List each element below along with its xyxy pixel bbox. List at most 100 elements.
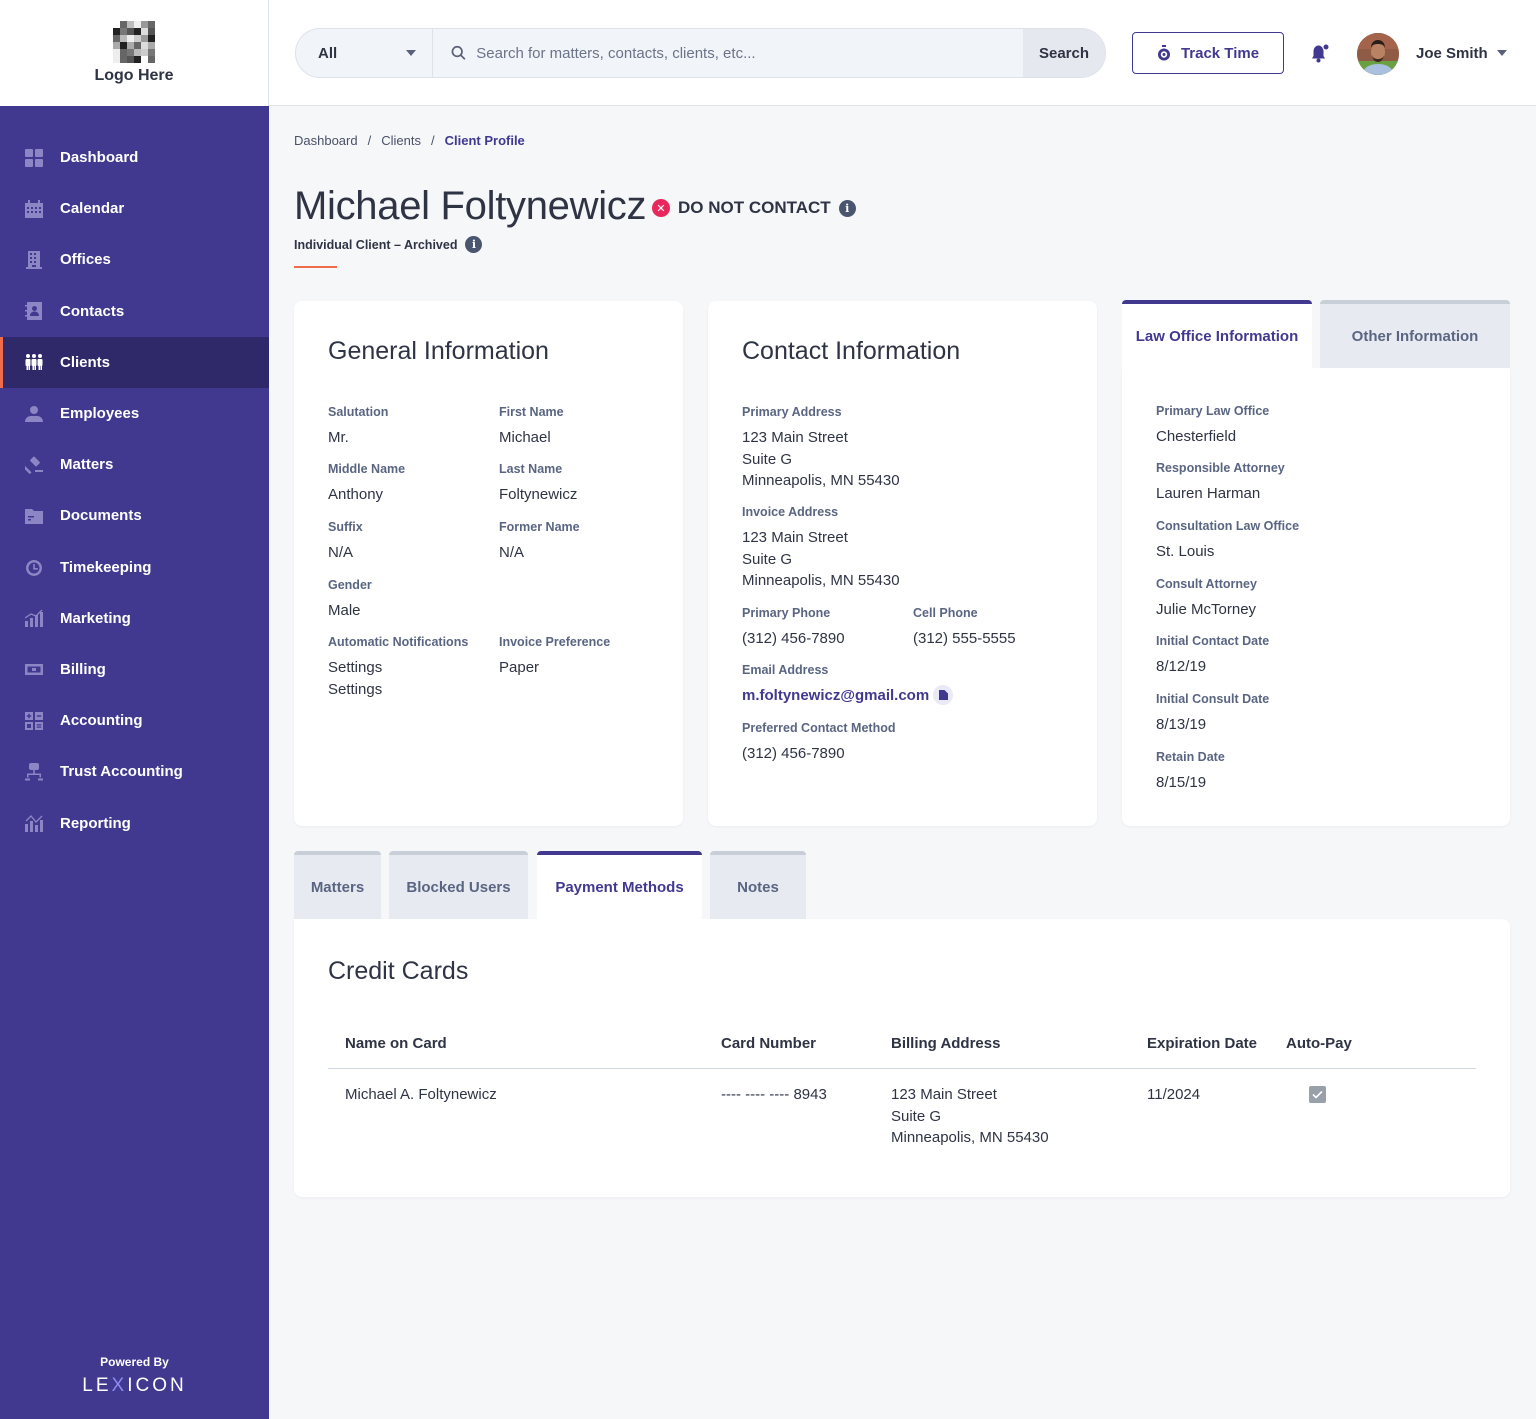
sidebar-item-reporting[interactable]: Reporting — [0, 797, 269, 848]
calculator-icon — [24, 711, 44, 731]
search-input[interactable] — [476, 44, 1023, 62]
tab-other-information[interactable]: Other Information — [1320, 300, 1510, 368]
field-retain-date: Retain Date 8/15/19 — [1156, 750, 1225, 791]
search-button[interactable]: Search — [1023, 29, 1105, 77]
powered-by-label: Powered By — [100, 1355, 169, 1369]
sidebar-item-billing[interactable]: Billing — [0, 644, 269, 695]
field-gender: Gender Male — [328, 578, 372, 619]
close-circle-icon: ✕ — [652, 199, 670, 217]
sidebar-item-label: Timekeeping — [60, 558, 152, 576]
track-time-button[interactable]: Track Time — [1132, 32, 1284, 74]
field-cell-phone: Cell Phone (312) 555-5555 — [913, 606, 1016, 647]
sidebar-item-calendar[interactable]: Calendar — [0, 183, 269, 234]
sidebar-item-marketing[interactable]: Marketing — [0, 593, 269, 644]
bell-icon — [1312, 43, 1330, 63]
field-consultation-law-office: Consultation Law Office St. Louis — [1156, 519, 1300, 560]
sidebar-item-dashboard[interactable]: Dashboard — [0, 132, 269, 183]
logo-text: Logo Here — [94, 67, 174, 84]
report-chart-icon — [24, 813, 44, 833]
sidebar-item-label: Billing — [60, 660, 106, 678]
sidebar-item-label: Contacts — [60, 302, 125, 320]
sidebar-item-contacts[interactable]: Contacts — [0, 286, 269, 337]
column-header-auto-pay[interactable]: Auto-Pay — [1286, 1035, 1352, 1052]
user-menu[interactable]: Joe Smith — [1416, 45, 1488, 62]
lexicon-logo: LEXICON — [82, 1375, 187, 1396]
field-suffix: Suffix N/A — [328, 520, 363, 561]
tab-matters[interactable]: Matters — [294, 851, 381, 919]
field-primary-address: Primary Address 123 Main Street Suite G … — [742, 405, 900, 489]
tab-payment-methods[interactable]: Payment Methods — [537, 851, 702, 919]
sidebar-item-clients[interactable]: Clients — [0, 336, 269, 389]
logo[interactable]: Logo Here — [0, 0, 269, 106]
calendar-icon — [24, 199, 44, 219]
logo-mark-icon — [113, 21, 155, 63]
email-link[interactable]: m.foltynewicz@gmail.com — [742, 687, 930, 704]
search-field — [433, 29, 1023, 77]
cell-expiration-date: 11/2024 — [1147, 1086, 1201, 1103]
card-title: Contact Information — [742, 337, 961, 365]
sidebar-item-trust-accounting[interactable]: Trust Accounting — [0, 746, 269, 797]
column-header-billing-address[interactable]: Billing Address — [891, 1035, 1001, 1052]
avatar[interactable] — [1357, 33, 1399, 75]
field-preferred-contact-method: Preferred Contact Method (312) 456-7890 — [742, 721, 896, 762]
field-former-name: Former Name N/A — [499, 520, 580, 561]
info-icon[interactable]: i — [465, 236, 483, 253]
field-invoice-preference: Invoice Preference Paper — [499, 635, 611, 676]
field-invoice-address: Invoice Address 123 Main Street Suite G … — [742, 505, 900, 589]
sidebar-item-offices[interactable]: Offices — [0, 234, 269, 285]
building-icon — [24, 250, 44, 270]
do-not-contact-badge: ✕ DO NOT CONTACT i — [652, 198, 856, 218]
column-header-name-on-card[interactable]: Name on Card — [345, 1035, 447, 1052]
powered-by: Powered By LEXICON — [0, 1355, 269, 1397]
info-icon[interactable]: i — [838, 199, 856, 217]
gavel-icon — [24, 455, 44, 475]
search-scope-value: All — [318, 44, 338, 62]
field-last-name: Last Name Foltynewicz — [499, 462, 578, 503]
breadcrumb-dashboard[interactable]: Dashboard — [294, 133, 358, 148]
client-status: Individual Client – Archived i — [294, 236, 483, 253]
sidebar-item-matters[interactable]: Matters — [0, 439, 269, 490]
tab-blocked-users[interactable]: Blocked Users — [389, 851, 528, 919]
card-title: Credit Cards — [328, 957, 469, 985]
field-primary-law-office: Primary Law Office Chesterfield — [1156, 404, 1270, 445]
copy-icon[interactable] — [933, 685, 954, 705]
column-header-card-number[interactable]: Card Number — [721, 1035, 817, 1052]
user-menu-chevron-icon[interactable] — [1497, 50, 1507, 56]
auto-pay-checkbox[interactable] — [1309, 1086, 1326, 1103]
folder-icon — [24, 506, 44, 526]
global-search: All Search — [295, 28, 1106, 78]
sidebar-item-label: Accounting — [60, 712, 143, 730]
sidebar-item-label: Clients — [60, 353, 111, 371]
field-email: Email Address m.foltynewicz@gmail.com — [742, 663, 954, 707]
sidebar-item-label: Trust Accounting — [60, 763, 183, 781]
chevron-down-icon — [406, 50, 416, 56]
sidebar-item-label: Offices — [60, 251, 111, 269]
field-initial-contact-date: Initial Contact Date 8/12/19 — [1156, 634, 1270, 675]
sidebar-item-label: Dashboard — [60, 149, 139, 167]
tab-law-office-information[interactable]: Law Office Information — [1122, 300, 1312, 368]
card-title: General Information — [328, 337, 549, 365]
checkmark-icon — [1312, 1090, 1323, 1099]
track-time-label: Track Time — [1180, 44, 1260, 62]
sidebar-item-label: Documents — [60, 507, 142, 525]
contact-information-card: Contact Information Primary Address 123 … — [708, 301, 1097, 826]
sidebar-item-accounting[interactable]: Accounting — [0, 695, 269, 746]
sidebar-item-timekeeping[interactable]: Timekeeping — [0, 542, 269, 593]
sidebar-item-employees[interactable]: Employees — [0, 388, 269, 439]
employee-icon — [24, 404, 44, 424]
credit-cards-card: Credit Cards — [294, 919, 1510, 1197]
dashboard-icon — [24, 148, 44, 168]
field-automatic-notifications: Automatic Notifications Settings Settings — [328, 635, 469, 698]
notifications-button[interactable] — [1309, 42, 1331, 64]
stopwatch-icon — [1157, 45, 1170, 61]
stopwatch-icon — [24, 557, 44, 577]
sidebar-item-label: Matters — [60, 456, 114, 474]
sidebar-item-documents[interactable]: Documents — [0, 490, 269, 541]
tab-notes[interactable]: Notes — [710, 851, 806, 919]
column-header-expiration-date[interactable]: Expiration Date — [1147, 1035, 1258, 1052]
sidebar-item-label: Employees — [60, 405, 140, 423]
search-scope-dropdown[interactable]: All — [296, 29, 433, 77]
breadcrumb-clients[interactable]: Clients — [381, 133, 421, 148]
general-information-card: General Information Salutation Mr. First … — [294, 301, 683, 826]
money-icon — [24, 659, 44, 679]
